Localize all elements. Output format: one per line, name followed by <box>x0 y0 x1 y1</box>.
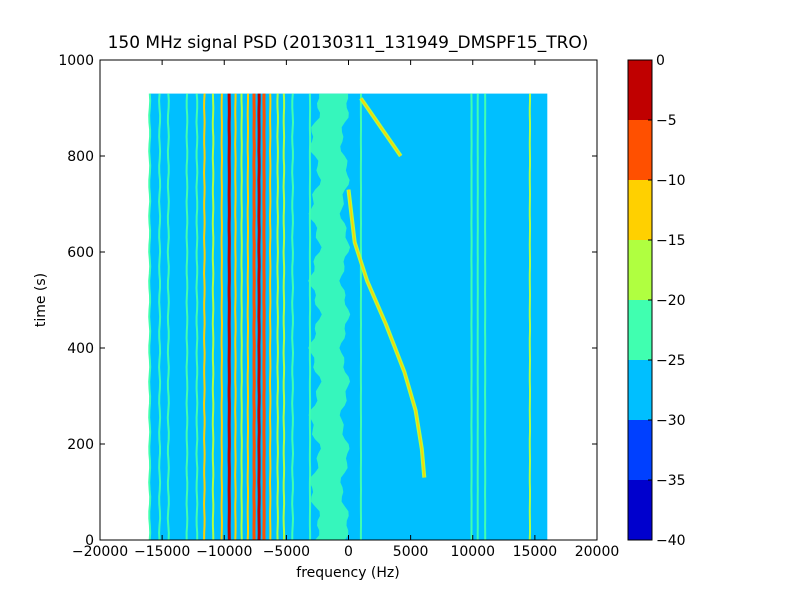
x-tick-label: 20000 <box>575 544 620 560</box>
chart-title: 150 MHz signal PSD (20130311_131949_DMSP… <box>108 33 589 53</box>
drifting-tone-upper-core <box>360 97 402 157</box>
x-tick-label: −20000 <box>72 544 128 560</box>
colorbar-bin <box>628 360 652 420</box>
colorbar-tick-label: −10 <box>656 173 686 189</box>
y-axis-label: time (s) <box>33 273 49 327</box>
colorbar-tick-label: 0 <box>656 53 665 69</box>
heatmap-line <box>291 93 295 540</box>
x-tick-label: 15000 <box>513 544 558 560</box>
colorbar-bin <box>628 420 652 480</box>
y-tick-label: 1000 <box>58 53 94 69</box>
colorbar-tick-label: −25 <box>656 353 686 369</box>
heatmap-line <box>282 93 286 541</box>
heatmap-line <box>158 93 162 541</box>
x-axis-ticks: −20000 −15000 −10000 −5000 0 5000 10000 15000 20… <box>72 60 619 560</box>
colorbar-tick-label: −40 <box>656 533 686 549</box>
y-tick-label: 200 <box>67 437 94 453</box>
colorbar-bin <box>628 300 652 360</box>
y-tick-label: 800 <box>67 149 94 165</box>
y-tick-label: 600 <box>67 245 94 261</box>
x-tick-label: −15000 <box>134 544 190 560</box>
colorbar-bins <box>628 60 652 540</box>
heatmap-line <box>148 93 152 541</box>
heatmap-line <box>195 93 199 540</box>
y-tick-label: 400 <box>67 341 94 357</box>
wavy-noise-band <box>308 93 351 540</box>
colorbar-bin <box>628 180 652 240</box>
plot-area: −20000 −15000 −10000 −5000 0 5000 10000 15000 20… <box>58 53 619 560</box>
heatmap-line <box>166 93 170 541</box>
x-tick-label: 0 <box>344 544 353 560</box>
colorbar-bin <box>628 60 652 120</box>
x-tick-label: 5000 <box>393 544 429 560</box>
colorbar-bin <box>628 480 652 540</box>
colorbar-ticks: 0 −5 −10 −15 −20 −25 −30 −35 −40 <box>648 53 686 549</box>
heatmap <box>148 93 548 541</box>
colorbar-tick-label: −5 <box>656 113 677 129</box>
colorbar-bin <box>628 240 652 300</box>
colorbar-tick-label: −30 <box>656 413 686 429</box>
drifting-tone-core <box>347 189 426 478</box>
y-axis-ticks: 0 200 400 600 800 1000 <box>58 53 597 549</box>
x-tick-label: 10000 <box>450 544 495 560</box>
colorbar-tick-label: −15 <box>656 233 686 249</box>
heatmap-line <box>211 93 215 541</box>
heatmap-line <box>276 93 279 541</box>
heatmap-line <box>203 93 206 541</box>
y-tick-label: 0 <box>85 533 94 549</box>
x-tick-label: −5000 <box>263 544 310 560</box>
x-tick-label: −10000 <box>196 544 252 560</box>
colorbar: 0 −5 −10 −15 −20 −25 −30 −35 −40 <box>627 53 686 549</box>
colorbar-tick-label: −35 <box>656 473 686 489</box>
colorbar-bin <box>628 120 652 180</box>
heatmap-line <box>185 93 189 541</box>
colorbar-tick-label: −20 <box>656 293 686 309</box>
x-axis-label: frequency (Hz) <box>296 565 399 581</box>
